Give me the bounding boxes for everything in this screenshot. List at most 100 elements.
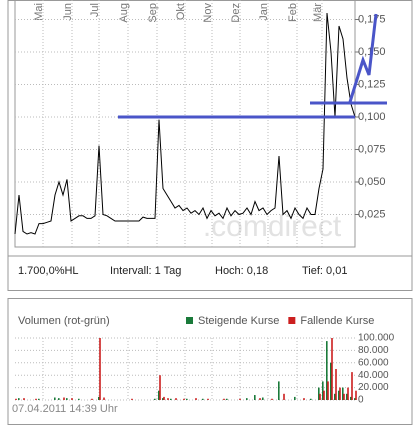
y-tick-label: 0,025 (358, 208, 386, 220)
volume-bar (326, 341, 328, 400)
volume-bar (103, 397, 105, 400)
trend-line (348, 13, 378, 103)
volume-bar (66, 398, 68, 400)
volume-bar (78, 398, 80, 400)
volume-bar (71, 398, 73, 400)
volume-bar (226, 398, 228, 400)
volume-bar (334, 393, 336, 400)
price-line (14, 12, 356, 235)
volume-bar (186, 398, 188, 400)
volume-bar (355, 390, 357, 400)
volume-bar (239, 398, 241, 400)
y-tick-label: 40.000 (358, 370, 389, 381)
volume-bar (246, 398, 248, 400)
y-tick-label: 0 (358, 395, 364, 406)
info-text: Intervall: 1 Tag (110, 265, 181, 277)
legend-label: Fallende Kurse (300, 315, 374, 327)
volume-bar (202, 398, 204, 400)
x-tick-label: Dez (230, 3, 242, 23)
x-tick-label: Mai (33, 3, 45, 21)
volume-bar (167, 398, 169, 400)
volume-bar (271, 398, 273, 400)
y-tick-label: 0,075 (358, 143, 386, 155)
volume-bar (38, 398, 40, 400)
volume-bar (154, 398, 156, 400)
y-tick-label: 60.000 (358, 357, 389, 368)
x-tick-label: Feb (287, 3, 299, 22)
volume-bar (162, 398, 164, 400)
y-tick-label: 0,100 (358, 111, 386, 123)
volume-bar (262, 397, 264, 400)
info-text: Hoch: 0,18 (215, 265, 268, 277)
volume-bar (63, 397, 65, 400)
volume-bar (318, 387, 320, 400)
volume-bar (259, 398, 261, 400)
volume-bar (294, 396, 296, 400)
volume-bar (278, 381, 280, 400)
volume-bar (207, 398, 209, 400)
volume-bar (98, 396, 100, 400)
volume-bar (339, 387, 341, 400)
volume-bar (54, 397, 56, 400)
volume-bar (254, 395, 256, 400)
volume-bar (330, 362, 332, 400)
volume-bar (303, 398, 305, 400)
volume-bar (327, 381, 329, 400)
volume-bar (195, 398, 197, 400)
y-tick-label: 0,050 (358, 176, 386, 188)
y-tick-label: 80.000 (358, 345, 389, 356)
y-tick-label: 100.000 (358, 333, 395, 344)
volume-bar (342, 387, 344, 400)
volume-bar (338, 390, 340, 400)
x-tick-label: Aug (118, 3, 130, 23)
volume-bar (183, 398, 185, 400)
volume-title: Volumen (rot-grün) (18, 315, 110, 327)
x-tick-label: Jan (258, 3, 270, 21)
volume-bar (175, 398, 177, 400)
y-tick-label: 0,175 (358, 13, 386, 25)
volume-bar (351, 372, 353, 400)
legend-label: Steigende Kurse (198, 315, 279, 327)
volume-bar (163, 396, 165, 400)
volume-bar (319, 393, 321, 400)
volume-bar (310, 398, 312, 400)
volume-bar (283, 393, 285, 400)
volume-bar (158, 390, 160, 400)
x-tick-label: Mär (312, 3, 324, 22)
volume-bar (18, 398, 20, 400)
volume-bar (99, 338, 101, 400)
volume-bar (35, 398, 37, 400)
volume-bar (91, 398, 93, 400)
legend-swatch (186, 317, 193, 324)
x-tick-label: Sep (147, 3, 159, 23)
y-tick-label: 20.000 (358, 382, 389, 393)
x-tick-label: Jun (62, 3, 74, 21)
info-text: 1.700,0%HL (18, 265, 79, 277)
watermark: .comdirect (203, 210, 342, 243)
volume-bar (343, 393, 345, 400)
volume-bar (350, 396, 352, 400)
volume-bar (58, 398, 60, 400)
volume-bar (347, 387, 349, 400)
volume-bar (131, 398, 133, 400)
volume-bar (354, 398, 356, 400)
x-tick-label: Jul (89, 3, 101, 17)
volume-bar (335, 369, 337, 400)
price-layer: Mai Jun Jul Aug Sep Okt Nov Dez Jan Feb Mär 0,025 0,… (14, 0, 395, 406)
volume-bar (170, 398, 172, 400)
timestamp: 07.04.2011 14:39 Uhr (12, 403, 118, 415)
volume-bar (15, 398, 17, 400)
y-tick-label: 0,125 (358, 78, 386, 90)
volume-bar (346, 393, 348, 400)
volume-bar (323, 390, 325, 400)
volume-bar (322, 381, 324, 400)
legend-swatch (288, 317, 296, 324)
volume-bar (23, 398, 25, 400)
volume-bar (159, 375, 161, 400)
x-tick-label: Okt (175, 3, 187, 20)
x-tick-label: Nov (202, 3, 214, 23)
volume-bar (331, 338, 333, 400)
info-text: Tief: 0,01 (302, 265, 347, 277)
